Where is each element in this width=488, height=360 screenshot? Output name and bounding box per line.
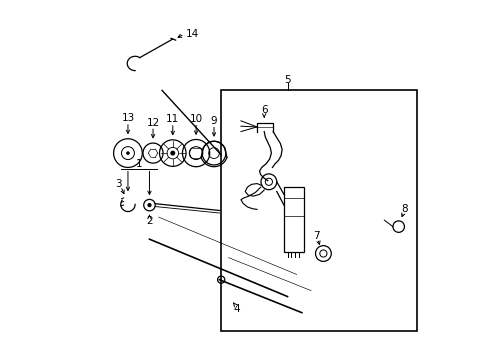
Text: 14: 14 xyxy=(185,29,198,39)
Text: 5: 5 xyxy=(284,75,290,85)
Circle shape xyxy=(148,204,151,207)
Text: 7: 7 xyxy=(312,231,319,240)
Text: 2: 2 xyxy=(146,216,152,226)
Text: 9: 9 xyxy=(210,116,217,126)
Text: 12: 12 xyxy=(146,118,160,128)
Bar xyxy=(284,187,303,252)
Bar xyxy=(221,90,416,330)
Text: 4: 4 xyxy=(233,304,240,314)
Text: 6: 6 xyxy=(261,105,267,115)
Text: 13: 13 xyxy=(121,113,134,123)
Circle shape xyxy=(126,151,129,155)
Text: 11: 11 xyxy=(166,114,179,125)
Text: 3: 3 xyxy=(115,179,122,189)
Text: 8: 8 xyxy=(400,204,407,214)
Circle shape xyxy=(171,151,174,155)
Text: 1: 1 xyxy=(135,159,142,169)
Text: 10: 10 xyxy=(189,114,202,124)
